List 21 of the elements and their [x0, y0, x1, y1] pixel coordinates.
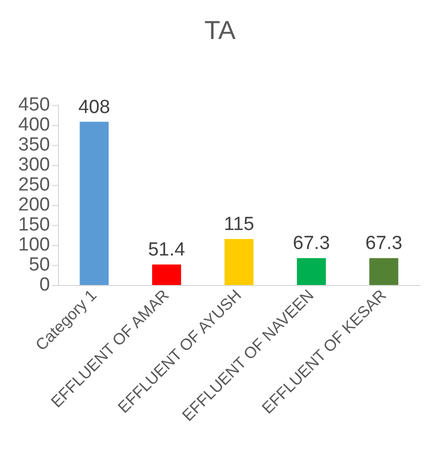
data-label: 408	[78, 96, 110, 118]
data-label: 115	[224, 214, 254, 235]
chart-title: TA	[204, 15, 236, 45]
y-tick-label: 400	[18, 114, 50, 136]
y-tick-label: 350	[18, 134, 50, 156]
y-tick-label: 50	[28, 254, 50, 276]
y-tick-label: 200	[18, 194, 50, 216]
bar	[369, 258, 398, 285]
y-tick-label: 450	[18, 94, 50, 116]
data-label: 67.3	[365, 233, 402, 254]
bar	[224, 239, 254, 285]
bar	[152, 264, 182, 285]
data-label: 51.4	[148, 239, 186, 260]
data-label: 67.3	[292, 233, 330, 254]
bar	[296, 258, 326, 285]
y-tick-label: 250	[18, 174, 50, 196]
bar	[80, 122, 109, 285]
y-tick-label: 100	[18, 234, 50, 256]
y-tick-label: 300	[18, 154, 50, 176]
y-tick-label: 0	[39, 274, 50, 296]
y-tick-label: 150	[18, 214, 50, 236]
